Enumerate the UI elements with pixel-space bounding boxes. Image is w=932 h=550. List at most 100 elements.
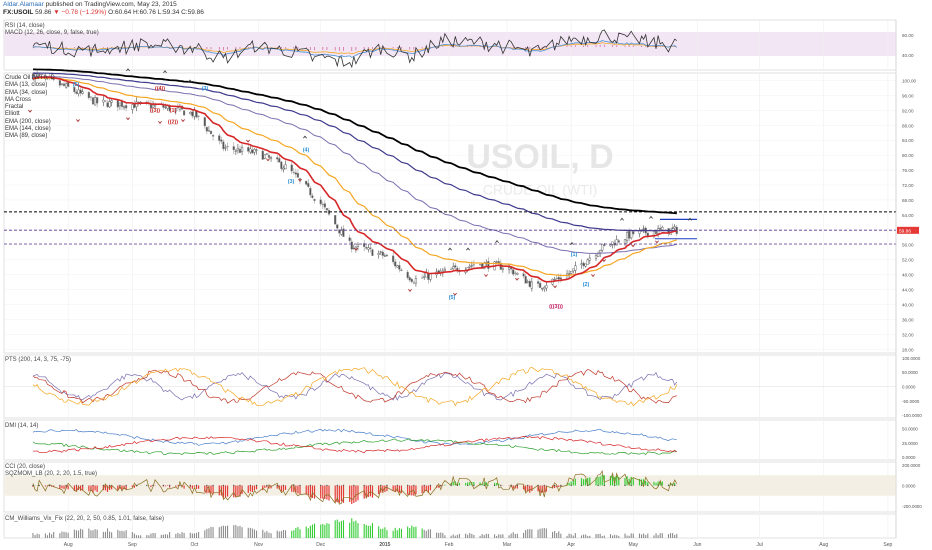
candle-body: [342, 228, 345, 237]
candle-body: [311, 195, 314, 198]
candle-body: [203, 117, 206, 127]
candle-body: [79, 89, 82, 94]
y-tick-label: 200.0000: [902, 463, 921, 468]
squeeze-dot: [81, 484, 84, 487]
pts-label[interactable]: PTS (200, 14, 3, 75, -75): [5, 357, 72, 363]
indicator-item[interactable]: Elliott: [5, 111, 20, 118]
squeeze-dot: [647, 484, 649, 487]
candle-body: [565, 273, 569, 280]
squeeze-dot: [483, 484, 485, 487]
author-link[interactable]: Aldar.Alamaar: [3, 1, 44, 8]
candle-body: [646, 232, 649, 237]
candle-body: [226, 146, 229, 148]
candle-body: [234, 150, 237, 152]
candle-body: [60, 83, 64, 85]
fractal-down-marker: [591, 274, 595, 278]
symbol-label[interactable]: FX:USOIL: [3, 9, 34, 16]
candle-body: [224, 147, 227, 149]
candle-body: [356, 244, 360, 247]
squeeze-dot: [466, 484, 469, 487]
y-tick-label: 40.00: [902, 302, 914, 307]
fractal-up-marker: [163, 70, 167, 74]
candle-body: [468, 265, 471, 268]
indicator-item[interactable]: EMA (89, close): [5, 133, 48, 140]
candle-body: [599, 250, 602, 253]
squeeze-dot: [560, 484, 562, 487]
y-tick-label: 44.00: [902, 288, 914, 293]
y-tick-label: 96.00: [902, 93, 914, 98]
change-value: −0.78 (−1.29%): [61, 9, 107, 16]
squeeze-dot: [673, 484, 676, 487]
candle-body: [601, 244, 604, 251]
candle-body: [290, 164, 293, 172]
squeeze-dot: [32, 484, 34, 487]
cci-label[interactable]: CCI (20, close): [5, 464, 46, 470]
fractal-up-marker: [495, 240, 499, 244]
candle-body: [423, 276, 426, 278]
candle-body: [93, 97, 97, 106]
candle-body: [307, 183, 310, 187]
candle-body: [348, 237, 351, 241]
x-tick-label: Dec: [316, 542, 325, 548]
candle-body: [661, 227, 664, 230]
indicator-item[interactable]: EMA (200, close): [5, 118, 51, 125]
elliott-label: (1): [170, 108, 177, 114]
ema-200-line: [33, 68, 677, 215]
candle-body: [514, 272, 517, 274]
dmi-label[interactable]: DMI (14, 14): [5, 423, 39, 429]
candle-body: [278, 158, 281, 163]
candle-body: [452, 266, 455, 270]
y-tick-label: -100.0000: [902, 413, 922, 418]
candle-body: [392, 255, 395, 263]
candle-body: [207, 130, 211, 132]
vix-fix-label[interactable]: CM_Williams_Vix_Fix (22, 20, 2, 50, 0.85…: [5, 516, 164, 522]
y-tick-label: 36.00: [902, 317, 914, 322]
rsi-label[interactable]: RSI (14, close): [5, 23, 45, 29]
candle-body: [96, 97, 99, 104]
sqzmom-label[interactable]: SQZMOM_LB (20, 2, 20, 1.5, true): [5, 471, 98, 477]
elliott-label: (3): [202, 86, 209, 92]
indicator-item[interactable]: Fractal: [5, 104, 24, 111]
indicator-item[interactable]: MA Cross: [5, 96, 32, 103]
indicator-item[interactable]: Crude Oil (WTI), D: [5, 75, 55, 81]
candle-body: [574, 265, 577, 271]
y-tick-label: 92.00: [902, 108, 914, 113]
y-tick-label: 40.00: [902, 53, 914, 58]
fractal-down-marker: [631, 244, 635, 248]
ema-13-line: [32, 76, 677, 283]
squeeze-dot: [603, 484, 605, 487]
x-tick-label: Nov: [254, 542, 263, 548]
candle-body: [673, 226, 676, 229]
fractal-up-marker: [303, 135, 307, 139]
candle-body: [133, 103, 136, 109]
indicator-item[interactable]: EMA (144, close): [5, 126, 51, 133]
squeeze-dot: [65, 484, 67, 487]
squeeze-dot: [630, 484, 632, 487]
candle-body: [319, 199, 322, 205]
macd-label[interactable]: MACD (12, 26, close, 9, false, true): [5, 30, 99, 36]
fractal-up-marker: [126, 68, 130, 72]
candle-body: [383, 255, 386, 257]
candle-body: [232, 146, 235, 151]
candle-body: [209, 130, 213, 135]
y-tick-label: 0.0000: [902, 455, 916, 460]
candle-body: [553, 279, 556, 281]
candle-body: [516, 272, 519, 275]
y-tick-label: 28.00: [902, 347, 914, 352]
y-tick-label: 25.0000: [902, 441, 918, 446]
squeeze-dot: [326, 484, 328, 487]
indicator-item[interactable]: EMA (34, close): [5, 89, 48, 96]
candle-body: [470, 265, 473, 267]
indicator-item[interactable]: EMA (13, close): [5, 82, 48, 89]
squeeze-dot: [406, 484, 409, 487]
candle-body: [222, 141, 225, 150]
candle-body: [555, 278, 558, 280]
squeeze-dot: [108, 484, 111, 487]
candle-body: [120, 101, 124, 107]
y-tick-label: 84.00: [902, 138, 914, 143]
candle-body: [522, 273, 525, 277]
squeeze-dot: [266, 484, 268, 487]
squeeze-dot: [119, 484, 121, 487]
candle-body: [400, 269, 403, 271]
